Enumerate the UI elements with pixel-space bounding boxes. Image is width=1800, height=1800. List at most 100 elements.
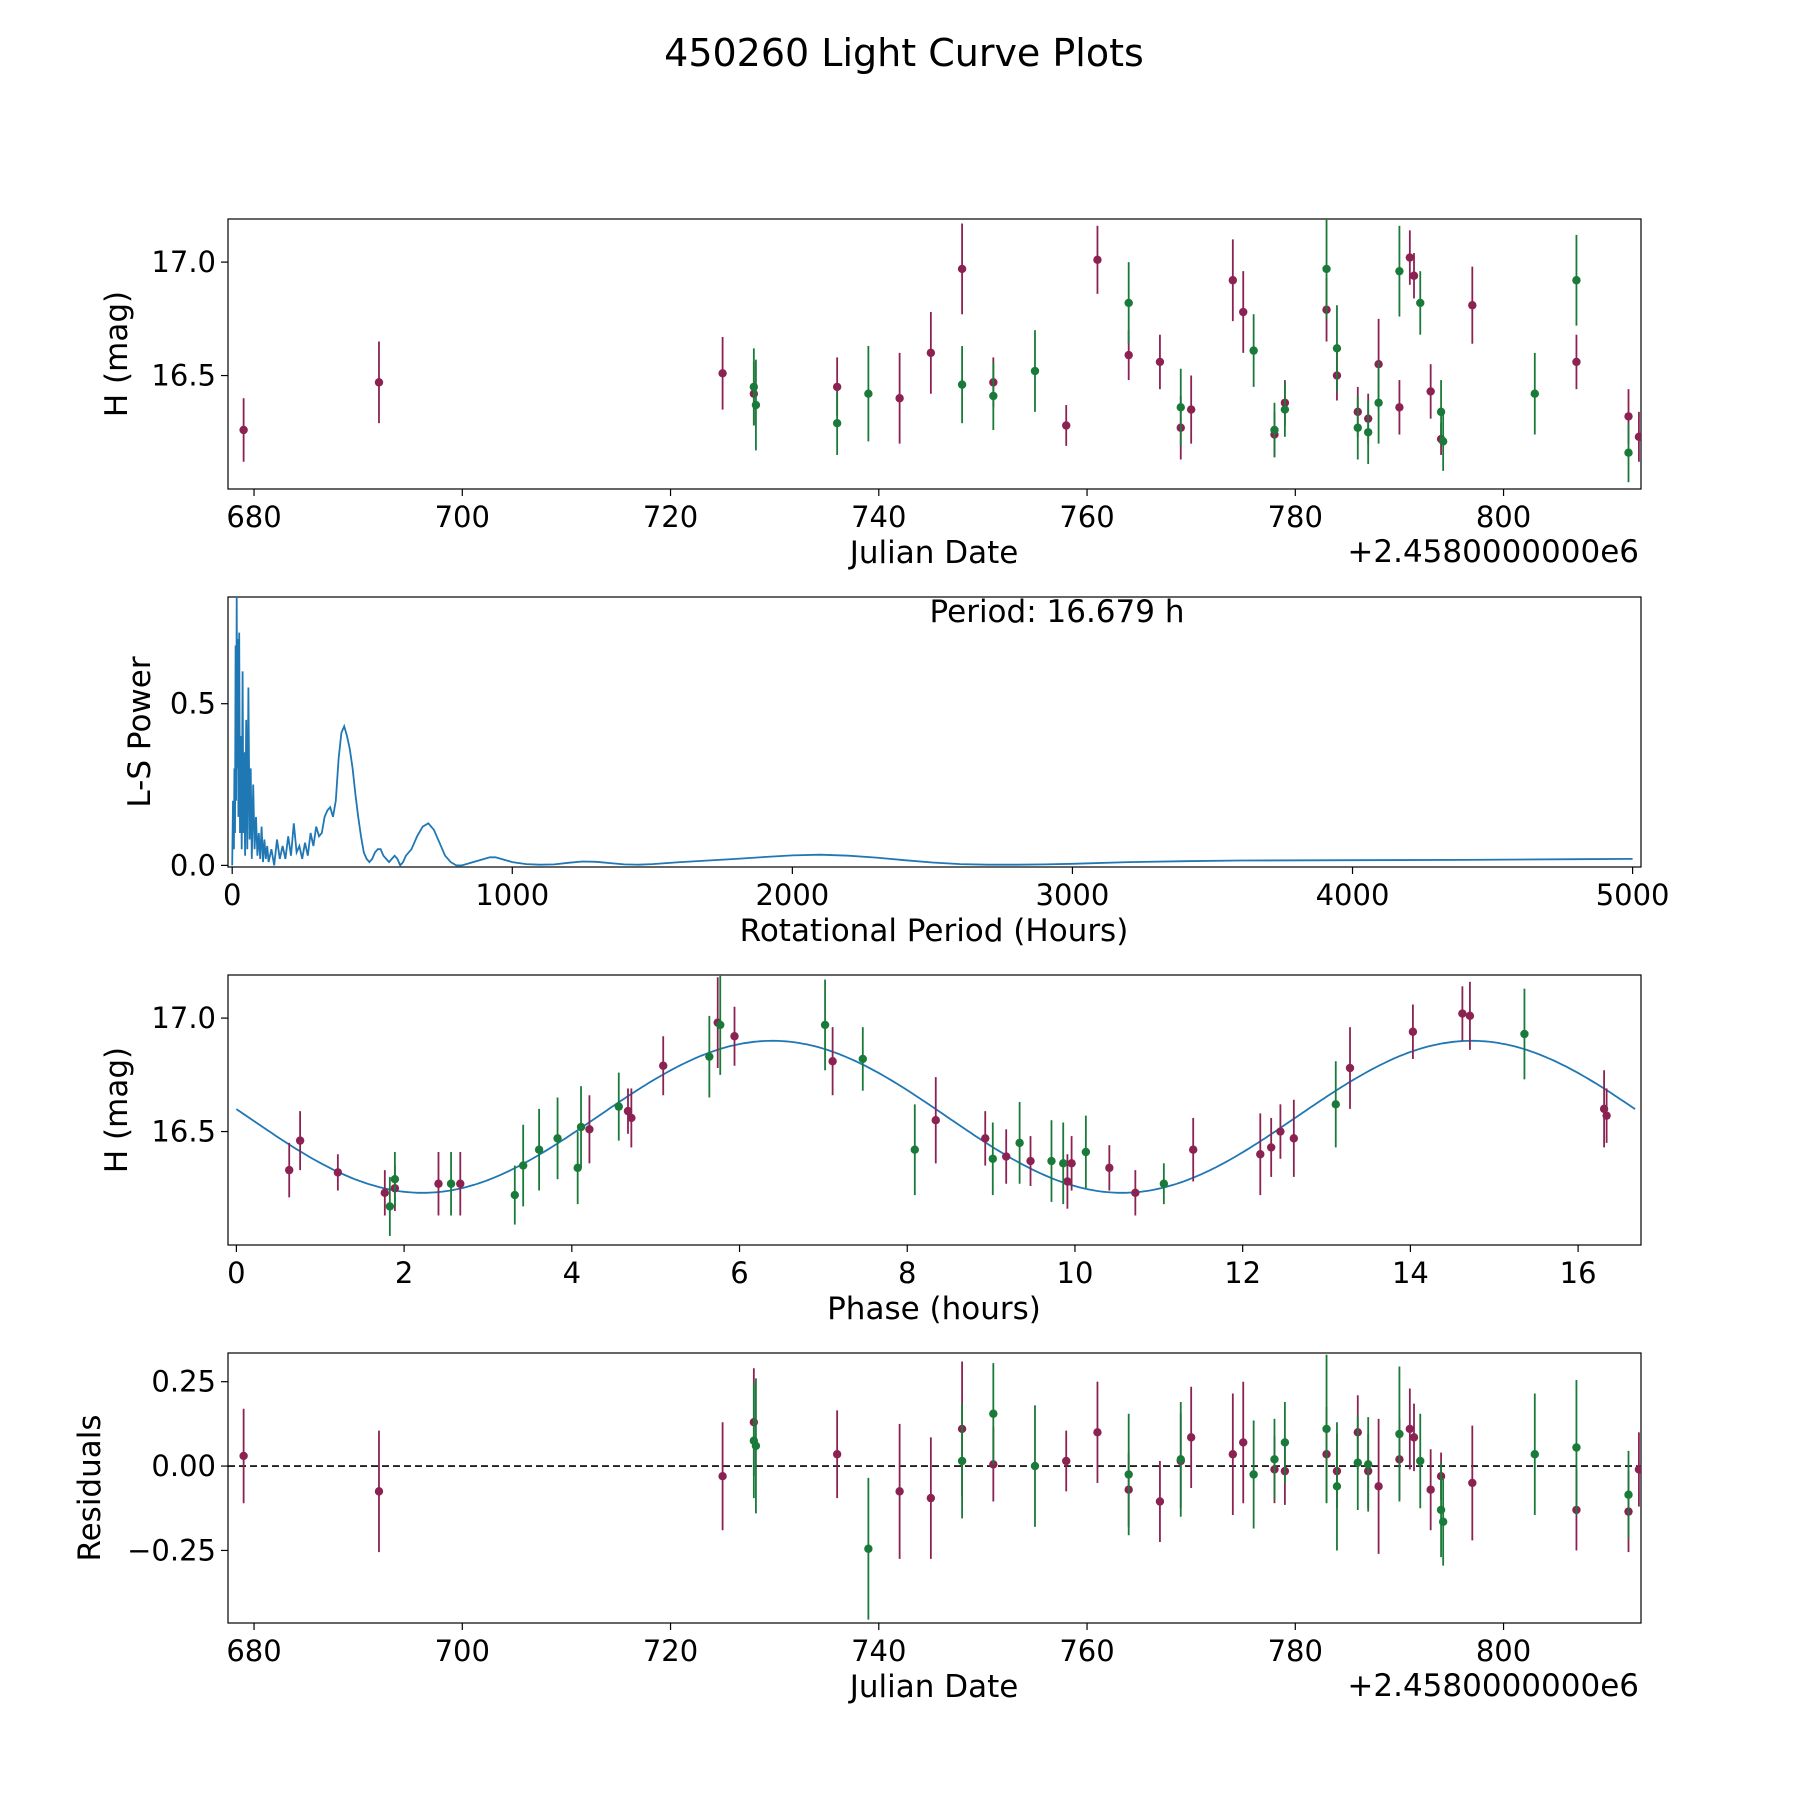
x-tick-label: 2000 [755,878,829,912]
x-tick-label: 720 [643,1634,698,1668]
data-point-maroon [1228,1450,1238,1459]
data-point-maroon [1131,1188,1140,1198]
data-point-maroon [1063,1177,1072,1186]
data-point-green [864,389,873,398]
x-offset-text: +2.4580000000e6 [1347,1668,1639,1704]
data-point-maroon [730,1032,739,1041]
y-axis-label: Residuals [72,1414,108,1561]
data-point-maroon [1405,1424,1415,1434]
x-tick-label: 740 [851,500,906,534]
data-point-green [1030,366,1040,376]
x-tick-label: 720 [643,500,698,534]
x-axis-label: Julian Date [848,535,1019,571]
data-point-maroon [659,1061,668,1070]
plot-frame [227,1352,1642,1624]
data-point-green [910,1145,919,1154]
data-point-maroon [1409,1433,1419,1442]
x-axis-label: Rotational Period (Hours) [740,913,1129,949]
data-point-green [1322,264,1331,274]
data-point-maroon [1228,276,1238,285]
data-point-green [390,1175,400,1184]
data-point-green [716,1020,725,1030]
x-tick-label: 12 [1224,1256,1261,1290]
data-point-green [1438,1517,1448,1526]
x-tick-label: 8 [898,1256,916,1290]
x-offset-text: +2.4580000000e6 [1347,534,1639,570]
plot-frame [227,974,1642,1246]
plot-area [231,597,1633,867]
data-point-maroon [623,1106,633,1116]
plot-area [239,219,1641,483]
data-point-maroon [456,1179,465,1188]
y-tick-label: 16.5 [151,1115,216,1149]
data-point-green [1353,1458,1362,1467]
data-point-maroon [1189,1145,1198,1154]
data-point-green [1322,1424,1331,1434]
y-tick-label: 0.00 [151,1449,216,1483]
data-point-green [1416,298,1425,308]
data-point-green [576,1122,586,1132]
data-point-green [705,1052,714,1061]
data-point-green [1363,1460,1373,1469]
data-point-maroon [1186,1433,1196,1442]
power-series-line [231,597,1633,867]
data-point-green [1280,405,1290,414]
data-point-green [1332,344,1342,353]
data-point-green [1353,423,1362,432]
data-point-green [1280,1438,1290,1447]
data-point-green [1047,1156,1056,1166]
data-point-maroon [585,1125,594,1134]
data-point-green [385,1202,395,1211]
x-tick-label: 800 [1476,500,1531,534]
data-point-green [751,1441,761,1451]
data-point-maroon [239,425,248,435]
data-point-maroon [1239,307,1248,317]
data-point-maroon [832,382,842,392]
y-axis-label: H (mag) [99,291,135,417]
plot-area [235,975,1636,1236]
data-point-green [864,1544,873,1553]
x-tick-label: 2 [395,1256,413,1290]
data-point-green [1374,398,1383,407]
data-point-green [1270,425,1279,435]
y-tick-label: 0.5 [170,687,216,721]
data-point-green [1331,1100,1340,1109]
data-point-maroon [1124,350,1133,360]
data-point-green [1520,1029,1529,1039]
x-tick-label: 14 [1392,1256,1429,1290]
period-annotation: Period: 16.679 h [930,594,1185,630]
data-point-green [446,1179,456,1188]
x-tick-label: 4000 [1316,878,1390,912]
data-point-green [1572,1443,1581,1452]
x-tick-label: 4 [563,1256,581,1290]
data-point-maroon [1155,1497,1165,1506]
data-point-maroon [1093,1428,1102,1437]
plot-area [228,1354,1641,1620]
data-point-maroon [1468,301,1477,310]
x-tick-label: 680 [226,500,281,534]
x-tick-label: 5000 [1596,878,1670,912]
y-axis-label: L-S Power [122,656,158,807]
x-tick-label: 800 [1476,1634,1531,1668]
data-point-green [988,1154,997,1163]
data-point-maroon [295,1136,305,1145]
x-tick-label: 1000 [475,878,549,912]
data-point-maroon [1374,1482,1383,1491]
data-point-green [1363,428,1373,437]
data-point-maroon [926,1493,936,1503]
residuals-panel: Residuals Julian Date +2.4580000000e6 68… [72,1352,1642,1705]
data-point-maroon [1266,1143,1276,1152]
data-point-green [1332,1482,1342,1491]
x-tick-label: 760 [1059,1634,1114,1668]
data-point-maroon [1289,1134,1299,1143]
data-point-green [1081,1147,1091,1157]
y-tick-label: 17.0 [151,1001,216,1035]
y-tick-label: 17.0 [151,245,216,279]
data-point-green [989,1409,998,1418]
data-point-maroon [380,1188,390,1198]
data-point-green [1395,1429,1404,1439]
x-tick-label: 780 [1268,500,1323,534]
data-point-green [1270,1455,1279,1464]
data-point-maroon [832,1450,842,1459]
